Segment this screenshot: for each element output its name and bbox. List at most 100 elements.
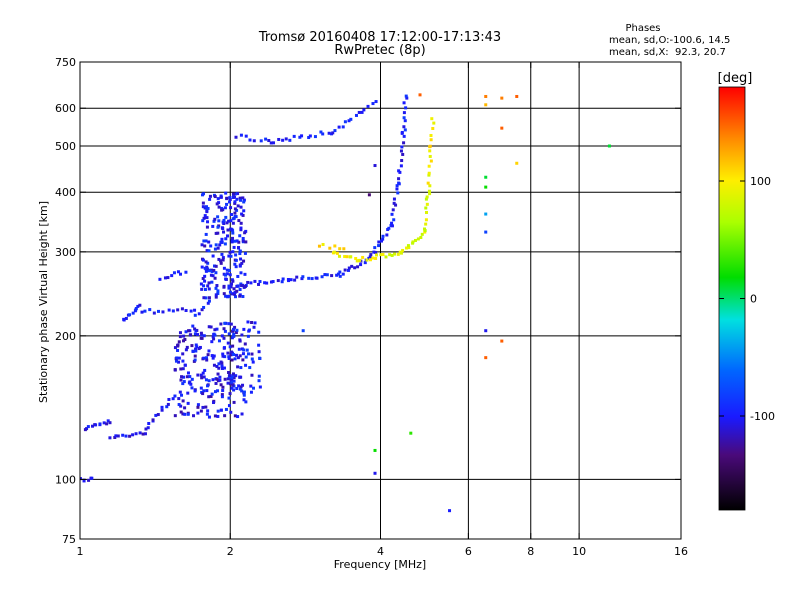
data-point xyxy=(175,356,179,360)
data-point xyxy=(338,247,342,251)
data-point xyxy=(138,303,142,307)
data-point xyxy=(166,276,170,280)
data-point xyxy=(241,383,245,387)
data-point xyxy=(399,251,403,255)
data-point xyxy=(335,273,339,277)
data-point xyxy=(607,144,611,148)
data-point xyxy=(227,356,231,360)
data-point xyxy=(199,331,203,335)
data-point xyxy=(308,134,312,138)
data-point xyxy=(86,425,90,429)
data-point xyxy=(235,239,239,243)
data-point xyxy=(206,261,210,265)
data-point xyxy=(390,224,394,228)
data-point xyxy=(176,308,180,312)
data-point xyxy=(281,277,285,281)
data-point xyxy=(108,421,112,425)
data-point xyxy=(405,96,409,100)
data-point xyxy=(429,133,433,137)
data-point xyxy=(331,131,335,135)
data-point xyxy=(224,273,228,277)
data-point xyxy=(184,270,188,274)
data-point xyxy=(381,237,385,241)
data-point xyxy=(231,231,235,235)
data-point xyxy=(212,337,216,341)
data-point xyxy=(399,164,403,168)
data-point xyxy=(234,192,238,196)
data-point xyxy=(215,202,219,206)
data-point xyxy=(484,230,488,234)
data-point xyxy=(185,375,189,379)
data-point xyxy=(407,246,411,250)
data-point xyxy=(232,379,236,383)
data-point xyxy=(372,250,376,254)
data-point xyxy=(207,281,211,285)
data-point xyxy=(249,281,253,285)
data-point xyxy=(190,344,194,348)
data-point xyxy=(141,432,145,436)
data-point xyxy=(226,377,230,381)
data-point xyxy=(199,282,203,286)
data-point xyxy=(239,133,243,137)
data-point xyxy=(227,286,231,290)
data-point xyxy=(238,294,242,298)
data-point xyxy=(202,284,206,288)
data-point xyxy=(200,193,204,197)
data-point xyxy=(229,285,233,289)
y-tick-label: 500 xyxy=(55,140,76,153)
data-point xyxy=(234,330,238,334)
data-point xyxy=(406,244,410,248)
data-point xyxy=(193,327,197,331)
data-point xyxy=(232,216,236,220)
data-point xyxy=(207,296,211,300)
data-point xyxy=(229,410,233,414)
data-point xyxy=(226,234,230,238)
data-point xyxy=(239,257,243,261)
data-point xyxy=(257,374,261,378)
data-point xyxy=(228,196,232,200)
data-point xyxy=(181,352,185,356)
data-point xyxy=(429,159,433,163)
data-point xyxy=(227,332,231,336)
data-point xyxy=(325,273,329,277)
data-point xyxy=(163,276,167,280)
data-point xyxy=(212,219,216,223)
data-point xyxy=(239,282,243,286)
data-point xyxy=(215,327,219,331)
data-point xyxy=(234,265,238,269)
data-point xyxy=(205,216,209,220)
data-point xyxy=(173,346,177,350)
data-point xyxy=(236,415,240,419)
grid-lines xyxy=(80,62,681,539)
data-point xyxy=(146,426,150,430)
data-point xyxy=(230,380,234,384)
data-point xyxy=(239,205,243,209)
data-point xyxy=(257,343,261,347)
data-point xyxy=(219,408,223,412)
data-point xyxy=(219,322,223,326)
data-point xyxy=(226,341,230,345)
x-tick-label: 8 xyxy=(527,545,534,558)
data-point xyxy=(250,357,254,361)
data-point xyxy=(221,354,225,358)
data-point xyxy=(377,244,381,248)
data-point xyxy=(237,246,241,250)
data-point xyxy=(180,307,184,311)
data-point xyxy=(223,355,227,359)
data-point xyxy=(346,268,350,272)
data-point xyxy=(183,406,187,410)
data-point xyxy=(182,375,186,379)
data-point xyxy=(205,225,209,229)
data-point xyxy=(401,248,405,252)
data-point xyxy=(233,357,237,361)
data-point xyxy=(238,387,242,391)
data-point xyxy=(397,177,401,181)
data-point xyxy=(232,353,236,357)
data-point xyxy=(239,228,243,232)
data-point xyxy=(214,381,218,385)
data-point xyxy=(217,219,221,223)
data-point xyxy=(392,218,396,222)
data-point xyxy=(243,251,247,255)
data-point xyxy=(227,284,231,288)
data-point xyxy=(138,431,142,435)
